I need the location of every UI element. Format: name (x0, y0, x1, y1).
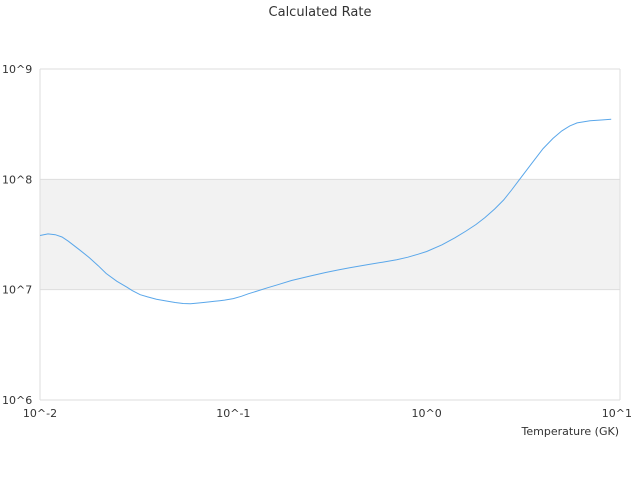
shaded-band (40, 179, 620, 290)
x-tick-label: 10^1 (602, 407, 632, 420)
y-tick-label: 10^6 (2, 394, 32, 407)
rate-series-line (39, 118, 612, 305)
y-tick-label: 10^7 (2, 284, 32, 297)
y-tick-label: 10^8 (2, 173, 32, 186)
shaded-band-layer (40, 179, 620, 290)
chart-title: Calculated Rate (269, 5, 372, 20)
y-tick-label: 10^9 (2, 63, 32, 76)
series-layer (39, 118, 612, 305)
x-axis-label: Temperature (GK) (521, 425, 620, 438)
tick-label-layer: 10^6 10^7 10^8 10^9 10^-2 10^-1 10^0 10^1 (2, 63, 632, 420)
x-tick-label: 10^0 (412, 407, 442, 420)
x-tick-label: 10^-1 (216, 407, 250, 420)
grid-layer (39, 68, 621, 401)
x-tick-label: 10^-2 (23, 407, 57, 420)
